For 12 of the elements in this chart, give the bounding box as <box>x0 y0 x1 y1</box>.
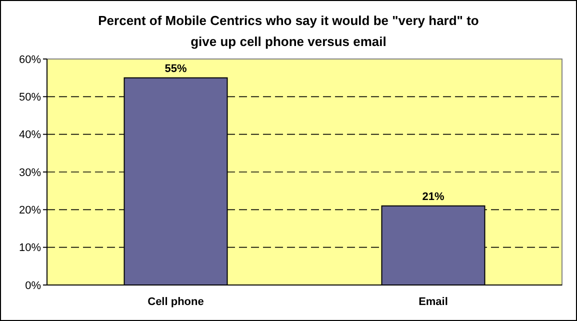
chart-title: Percent of Mobile Centrics who say it would be "very hard" to give up cell phone versus email <box>98 13 479 49</box>
y-tick-label: 40% <box>18 129 42 142</box>
y-tick-label: 0% <box>25 280 42 292</box>
data-label: 21% <box>422 190 444 203</box>
y-tick-label: 60% <box>18 54 42 66</box>
x-tick-label: Email <box>418 296 448 308</box>
y-tick-label: 10% <box>18 242 42 254</box>
y-tick-label: 20% <box>18 204 42 217</box>
y-tick-label: 30% <box>18 166 42 179</box>
y-tick-label: 50% <box>18 92 42 104</box>
x-tick-label: Cell phone <box>148 296 204 308</box>
data-label: 55% <box>164 62 187 75</box>
